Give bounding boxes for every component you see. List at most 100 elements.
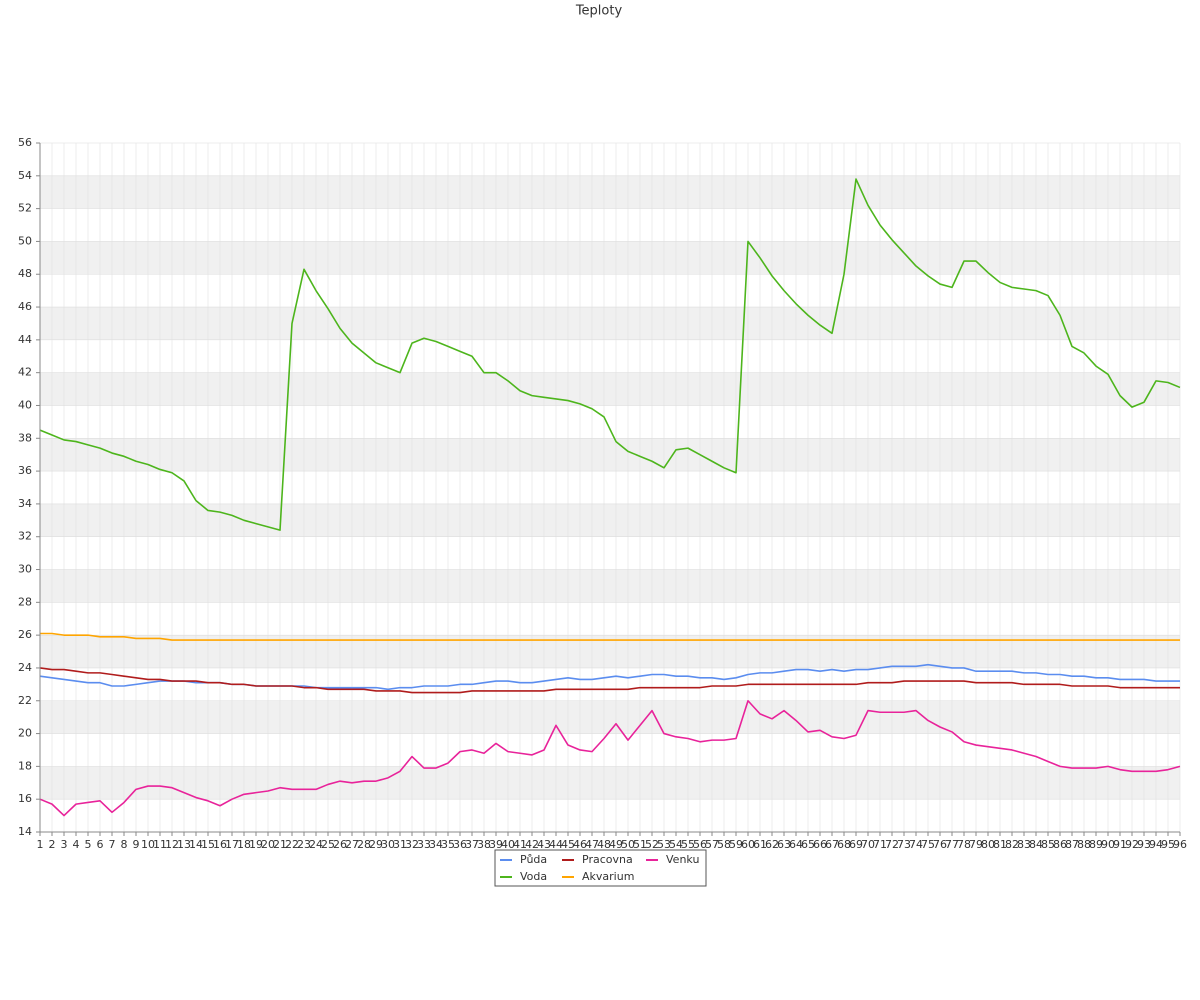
x-tick-label: 13	[177, 838, 191, 851]
x-tick-label: 74	[909, 838, 923, 851]
x-tick-label: 52	[645, 838, 659, 851]
y-tick-label: 38	[18, 431, 32, 444]
x-tick-label: 65	[801, 838, 815, 851]
x-tick-label: 17	[225, 838, 239, 851]
x-tick-label: 77	[945, 838, 959, 851]
x-tick-label: 69	[849, 838, 863, 851]
y-grid	[40, 142, 1180, 833]
x-tick-label: 31	[393, 838, 407, 851]
x-tick-label: 66	[813, 838, 827, 851]
x-tick-label: 79	[969, 838, 983, 851]
grid-band	[40, 503, 1180, 537]
x-tick-label: 3	[61, 838, 68, 851]
grid-band	[40, 438, 1180, 472]
x-tick-label: 27	[345, 838, 359, 851]
x-tick-label: 39	[489, 838, 503, 851]
x-tick-label: 32	[405, 838, 419, 851]
x-tick-label: 64	[789, 838, 803, 851]
x-tick-label: 12	[165, 838, 179, 851]
x-tick-label: 41	[513, 838, 527, 851]
x-tick-label: 22	[285, 838, 299, 851]
x-tick-label: 53	[657, 838, 671, 851]
x-tick-label: 91	[1113, 838, 1127, 851]
x-tick-label: 88	[1077, 838, 1091, 851]
y-tick-label: 24	[18, 661, 32, 674]
x-tick-label: 9	[133, 838, 140, 851]
x-tick-label: 86	[1053, 838, 1067, 851]
x-tick-label: 46	[573, 838, 587, 851]
x-grid	[39, 143, 1181, 832]
legend-label: Půda	[520, 853, 547, 866]
x-tick-label: 25	[321, 838, 335, 851]
x-tick-label: 54	[669, 838, 683, 851]
x-tick-label: 15	[201, 838, 215, 851]
y-tick-label: 14	[18, 825, 32, 838]
x-tick-label: 11	[153, 838, 167, 851]
x-tick-label: 45	[561, 838, 575, 851]
x-tick-label: 48	[597, 838, 611, 851]
x-tick-label: 93	[1137, 838, 1151, 851]
x-tick-label: 83	[1017, 838, 1031, 851]
series-line	[39, 667, 1180, 694]
grid-band	[40, 307, 1180, 340]
series-line	[39, 699, 1181, 817]
grid-band	[40, 766, 1180, 800]
grid-band	[40, 569, 1180, 603]
legend-label: Voda	[520, 870, 547, 883]
x-tick-label: 71	[873, 838, 887, 851]
grid-band	[40, 241, 1180, 275]
grid-band	[40, 175, 1180, 209]
x-tick-label: 23	[297, 838, 311, 851]
x-tick-label: 10	[141, 838, 155, 851]
legend-label: Venku	[666, 853, 699, 866]
x-tick-label: 29	[369, 838, 383, 851]
y-tick-label: 28	[18, 595, 32, 608]
y-tick-label: 20	[18, 727, 32, 740]
y-tick-label: 44	[18, 333, 32, 346]
y-tick-label: 30	[18, 563, 32, 576]
x-tick-label: 20	[261, 838, 275, 851]
x-tick-label: 14	[189, 838, 203, 851]
x-tick-label: 63	[777, 838, 791, 851]
x-tick-label: 2	[49, 838, 56, 851]
x-tick-label: 94	[1149, 838, 1163, 851]
y-tick-label: 50	[18, 234, 32, 247]
x-tick-label: 1	[37, 838, 44, 851]
x-tick-label: 34	[429, 838, 443, 851]
x-tick-label: 85	[1041, 838, 1055, 851]
x-tick-label: 96	[1173, 838, 1187, 851]
x-tick-label: 16	[213, 838, 227, 851]
x-tick-label: 68	[837, 838, 851, 851]
chart-title: Teploty	[575, 4, 623, 19]
x-tick-label: 95	[1161, 838, 1175, 851]
y-tick-label: 22	[18, 694, 32, 707]
x-tick-label: 73	[897, 838, 911, 851]
grid-band	[40, 372, 1180, 406]
x-tick-label: 59	[729, 838, 743, 851]
x-tick-label: 18	[237, 838, 251, 851]
x-tick-label: 51	[633, 838, 647, 851]
grid-band	[40, 700, 1180, 734]
y-tick-label: 16	[18, 792, 32, 805]
y-tick-label: 42	[18, 366, 32, 379]
x-tick-label: 19	[249, 838, 263, 851]
x-tick-label: 57	[705, 838, 719, 851]
x-tick-label: 61	[753, 838, 767, 851]
x-tick-label: 58	[717, 838, 731, 851]
x-tick-label: 37	[465, 838, 479, 851]
x-tick-label: 49	[609, 838, 623, 851]
x-tick-label: 35	[441, 838, 455, 851]
legend-label: Pracovna	[582, 853, 633, 866]
plot-lines	[39, 178, 1181, 817]
x-tick-label: 47	[585, 838, 599, 851]
x-tick-label: 76	[933, 838, 947, 851]
x-tick-label: 28	[357, 838, 371, 851]
x-tick-label: 43	[537, 838, 551, 851]
x-tick-label: 70	[861, 838, 875, 851]
x-tick-label: 92	[1125, 838, 1139, 851]
x-tick-label: 60	[741, 838, 755, 851]
y-tick-label: 36	[18, 464, 32, 477]
x-tick-label: 90	[1101, 838, 1115, 851]
x-tick-label: 87	[1065, 838, 1079, 851]
